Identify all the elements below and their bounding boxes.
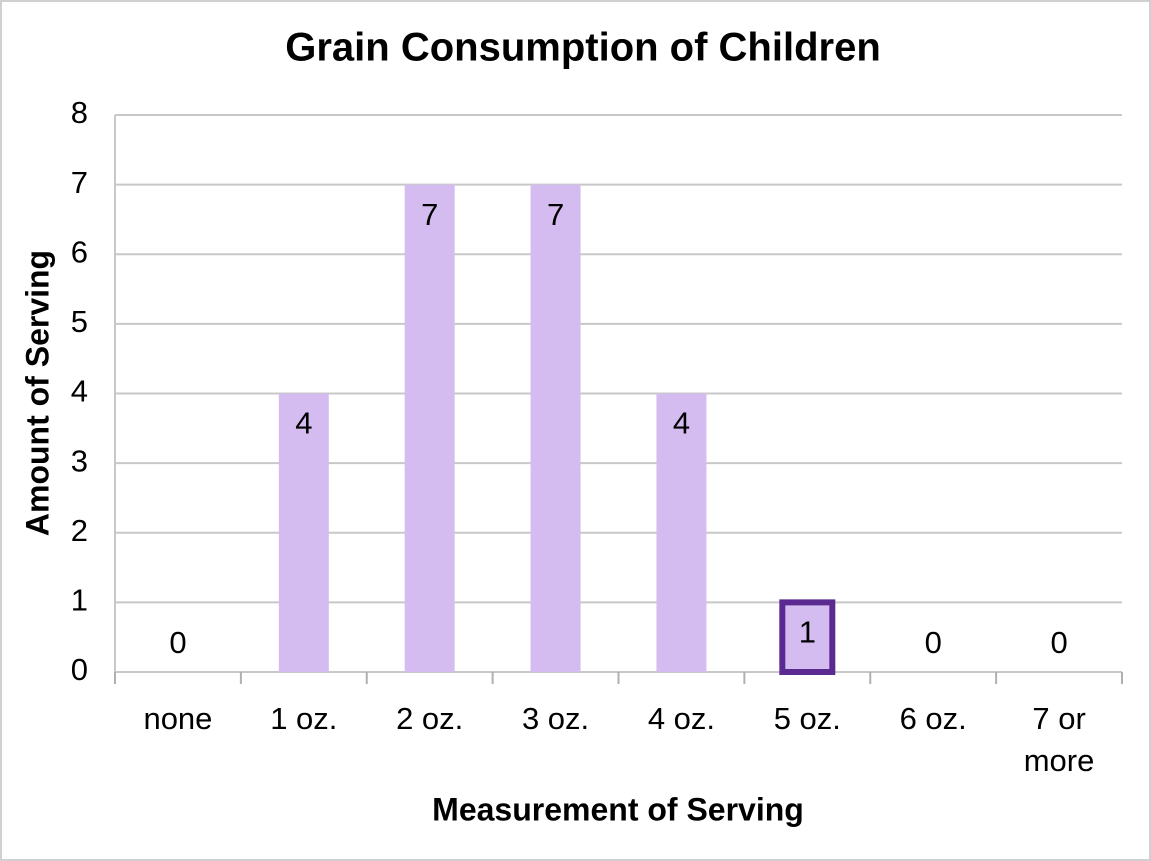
x-tick-label: 3 oz. (521, 701, 590, 736)
bar (779, 599, 836, 675)
y-tick-label: 6 (71, 234, 88, 269)
data-label: 0 (925, 625, 942, 660)
y-tick-label: 7 (71, 165, 88, 200)
data-label: 4 (295, 406, 312, 441)
chart-title: Grain Consumption of Children (285, 26, 881, 70)
bar (656, 393, 707, 672)
y-axis-title: Amount of Serving (19, 250, 55, 536)
data-label: 0 (1050, 625, 1067, 660)
x-tick-label: 7 or more (1023, 701, 1095, 778)
x-tick-label: 6 oz. (899, 701, 967, 736)
x-tick-label: none (143, 701, 213, 736)
x-tick-label: 2 oz. (396, 701, 464, 736)
bar (278, 393, 329, 672)
y-tick-label: 3 (71, 443, 88, 478)
y-tick-label: 5 (71, 304, 88, 339)
y-tick-label: 2 (71, 513, 88, 548)
bar (530, 184, 581, 672)
y-tick-label: 4 (71, 374, 88, 409)
bar (404, 184, 455, 672)
x-tick-label: 1 oz. (270, 701, 338, 736)
data-label: 4 (673, 406, 690, 441)
x-tick-label: 4 oz. (647, 701, 716, 736)
data-label: 0 (169, 625, 186, 660)
y-tick-label: 0 (71, 652, 88, 687)
y-tick-label: 1 (71, 583, 88, 618)
y-tick-label: 8 (71, 95, 88, 130)
x-axis-title: Measurement of Serving (432, 791, 804, 827)
x-tick-label: 5 oz. (773, 701, 841, 736)
data-label: 1 (799, 615, 816, 650)
data-label: 7 (547, 197, 564, 232)
data-label: 7 (421, 197, 438, 232)
